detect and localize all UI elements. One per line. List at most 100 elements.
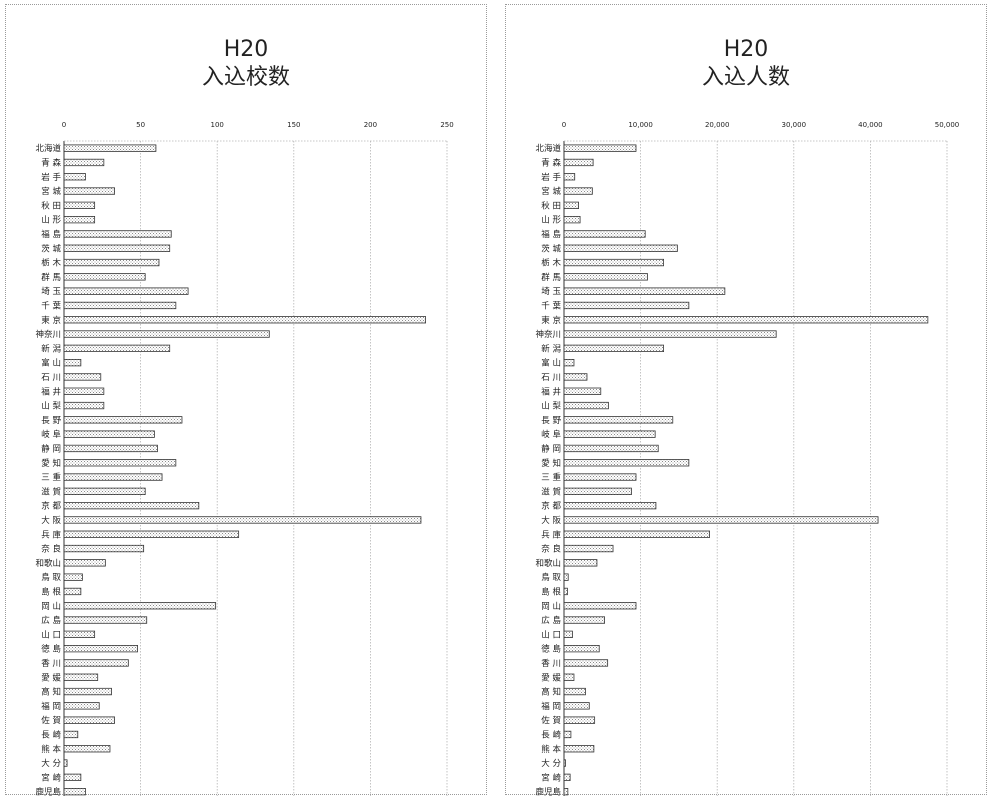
x-tick-label: 150 (287, 121, 300, 129)
bar (63, 487, 146, 496)
category-label: 宮 城 (41, 186, 61, 197)
category-label: 熊 本 (541, 744, 561, 755)
bar (563, 401, 609, 410)
x-tick-label: 200 (364, 121, 377, 129)
bar (563, 430, 656, 438)
category-label: 大 阪 (41, 515, 61, 526)
category-label: 静 岡 (41, 443, 61, 454)
category-label: 愛 媛 (541, 672, 561, 683)
category-label: 三 重 (541, 472, 561, 483)
bar (563, 158, 594, 167)
bar (563, 745, 595, 753)
chart-title-line1: H20 (223, 37, 269, 62)
category-label: 福 井 (41, 386, 61, 397)
x-tick-label: 50 (136, 121, 145, 129)
category-label: 山 口 (541, 629, 561, 640)
category-label: 福 島 (541, 229, 561, 240)
x-tick-label: 40,000 (858, 121, 883, 129)
category-label: 愛 媛 (41, 672, 61, 683)
category-label: 滋 賀 (541, 486, 561, 497)
category-label: 群 馬 (41, 272, 61, 283)
bar (563, 573, 569, 581)
category-label: 長 野 (41, 416, 61, 426)
bar (63, 687, 112, 696)
category-label: 佐 賀 (541, 715, 561, 726)
bar (563, 501, 657, 510)
category-label: 和歌山 (535, 558, 561, 569)
category-label: 石 川 (541, 373, 561, 383)
bar (63, 244, 171, 252)
bar (63, 330, 270, 338)
category-label: 秋 田 (541, 200, 561, 211)
category-label: 長 野 (541, 416, 561, 426)
bar (563, 516, 879, 524)
bar (563, 687, 586, 696)
bar (63, 544, 145, 553)
bar (63, 530, 240, 538)
category-label: 兵 庫 (541, 529, 561, 540)
category-label: 北海道 (35, 143, 61, 154)
category-label: 神奈川 (35, 329, 61, 340)
category-label: 広 島 (41, 615, 61, 626)
category-label: 埼 玉 (41, 286, 61, 297)
bar (563, 358, 575, 367)
category-label: 埼 玉 (541, 286, 561, 297)
category-label: 宮 崎 (541, 772, 561, 783)
category-label: 富 山 (541, 358, 561, 369)
category-label: 東 京 (41, 315, 61, 326)
chart-title-line2: 入込人数 (701, 65, 790, 90)
category-label: 福 井 (541, 386, 561, 397)
category-label: 島 根 (41, 586, 61, 597)
bar (563, 416, 674, 424)
bar (563, 602, 637, 610)
bar (63, 745, 111, 753)
category-label: 福 岡 (541, 701, 561, 712)
category-label: 和歌山 (35, 558, 61, 569)
bar (563, 587, 568, 596)
bar (63, 587, 82, 596)
bar (63, 788, 86, 796)
x-tick-label: 0 (62, 121, 66, 129)
category-label: 東 京 (541, 315, 561, 326)
bar (63, 473, 163, 481)
bar (563, 187, 593, 195)
category-label: 新 潟 (541, 343, 561, 354)
bar (63, 258, 160, 267)
category-label: 大 分 (541, 758, 561, 769)
chart-panel-schools: H20 入込校数 0 50 100 150 200 250 北海道青 森岩 手宮 城秋 田山… (5, 4, 487, 796)
bar (563, 530, 710, 538)
bar (563, 702, 590, 710)
bar (63, 759, 68, 767)
category-label: 三 重 (41, 472, 61, 483)
bar (563, 373, 588, 381)
category-label: 京 都 (41, 501, 61, 512)
bar (63, 387, 105, 395)
bar (63, 373, 102, 381)
bar (563, 258, 664, 267)
category-label: 山 形 (41, 215, 61, 226)
bar (63, 230, 172, 238)
bar (63, 358, 82, 367)
category-label: 石 川 (41, 373, 61, 383)
category-label: 岩 手 (41, 172, 61, 183)
bar (63, 287, 189, 295)
bar (63, 144, 157, 152)
bar (563, 173, 576, 181)
category-label: 大 分 (41, 758, 61, 769)
bar (63, 602, 217, 610)
bar (563, 559, 598, 567)
bar (563, 316, 929, 324)
bar (63, 673, 99, 681)
category-label: 山 形 (541, 215, 561, 226)
bar (63, 616, 148, 624)
category-label: 新 潟 (41, 343, 61, 354)
bar (563, 230, 646, 238)
category-label: 岩 手 (541, 172, 561, 183)
category-label: 栃 木 (41, 258, 61, 269)
bar (63, 301, 177, 310)
category-label: 茨 城 (541, 243, 561, 254)
bar (63, 401, 105, 410)
category-label: 愛 知 (541, 458, 561, 469)
bar (563, 487, 632, 496)
